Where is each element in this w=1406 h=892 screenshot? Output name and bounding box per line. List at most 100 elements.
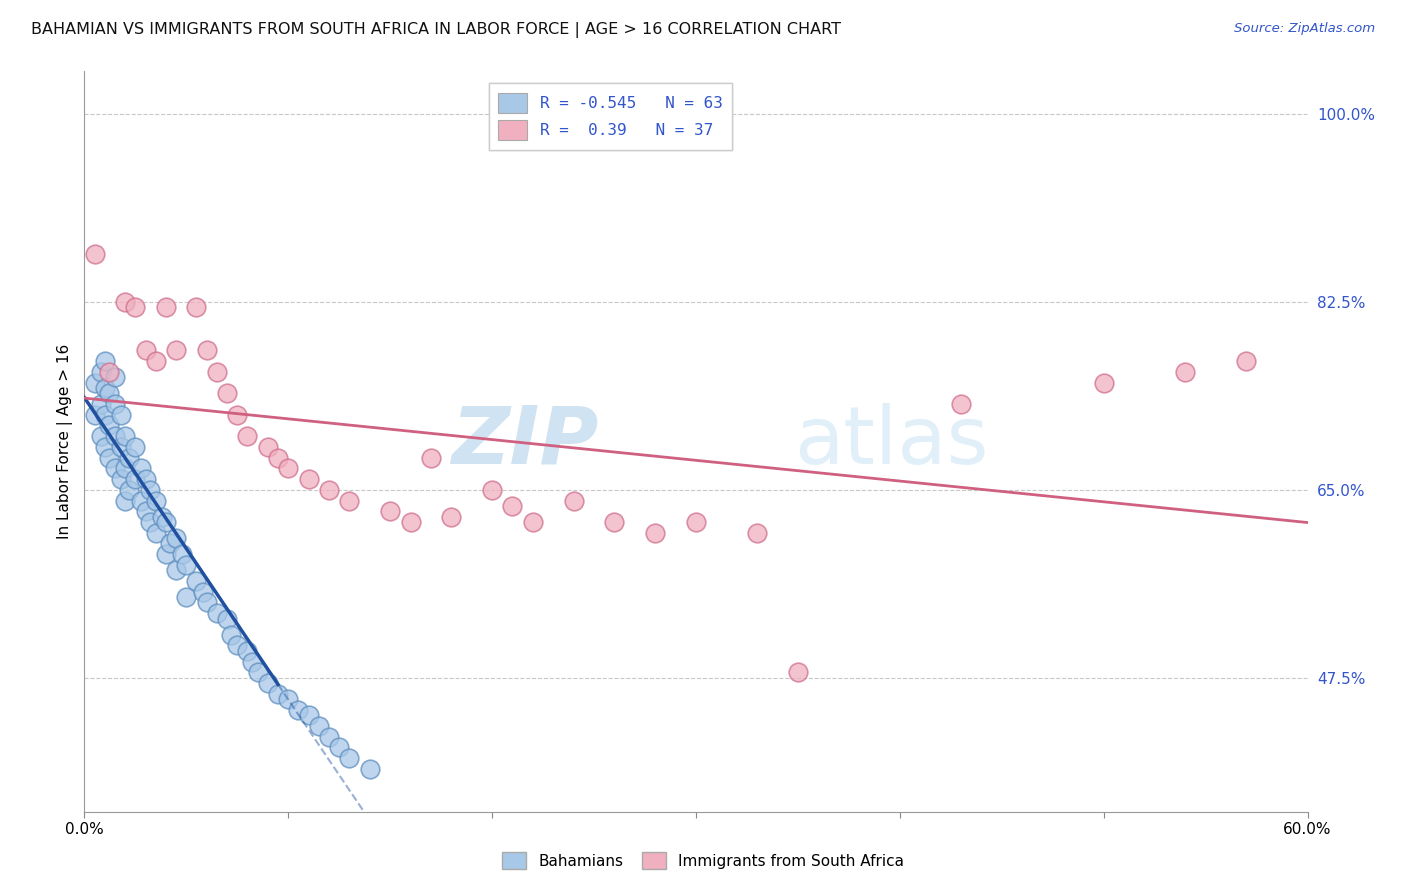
Legend: Bahamians, Immigrants from South Africa: Bahamians, Immigrants from South Africa: [495, 846, 911, 875]
Point: [240, 655, 263, 669]
Point: [191, 584, 214, 599]
Point: [110, 408, 132, 422]
Point: [257, 440, 280, 454]
Point: [114, 493, 136, 508]
Point: [174, 590, 197, 604]
Point: [165, 563, 187, 577]
Point: [1174, 365, 1197, 379]
Point: [124, 301, 146, 315]
Point: [114, 429, 136, 443]
Point: [267, 450, 290, 465]
Legend: R = -0.545   N = 63, R =  0.39   N = 37: R = -0.545 N = 63, R = 0.39 N = 37: [488, 83, 733, 150]
Point: [339, 751, 361, 765]
Point: [110, 472, 132, 486]
Point: [145, 525, 167, 540]
Point: [277, 461, 299, 475]
Point: [502, 499, 524, 513]
Y-axis label: In Labor Force | Age > 16: In Labor Force | Age > 16: [58, 344, 73, 539]
Point: [359, 762, 381, 776]
Point: [110, 440, 132, 454]
Point: [97, 418, 120, 433]
Point: [155, 547, 177, 561]
Point: [93, 440, 115, 454]
Point: [217, 611, 239, 625]
Point: [90, 397, 112, 411]
Point: [135, 343, 157, 358]
Point: [562, 493, 585, 508]
Point: [104, 370, 127, 384]
Point: [135, 504, 157, 518]
Point: [97, 386, 120, 401]
Point: [135, 472, 157, 486]
Point: [172, 547, 194, 561]
Point: [131, 461, 153, 475]
Point: [420, 450, 443, 465]
Point: [93, 381, 115, 395]
Point: [236, 429, 259, 443]
Point: [124, 440, 146, 454]
Text: ZIP: ZIP: [451, 402, 598, 481]
Point: [93, 354, 115, 368]
Point: [257, 676, 280, 690]
Point: [174, 558, 197, 572]
Point: [205, 365, 228, 379]
Point: [83, 246, 105, 260]
Point: [118, 483, 141, 497]
Point: [186, 301, 208, 315]
Point: [195, 595, 218, 609]
Point: [246, 665, 269, 680]
Point: [90, 429, 112, 443]
Point: [318, 483, 340, 497]
Point: [124, 472, 146, 486]
Point: [298, 708, 321, 723]
Point: [93, 408, 115, 422]
Point: [685, 515, 707, 529]
Point: [165, 531, 187, 545]
Point: [481, 483, 503, 497]
Point: [1236, 354, 1258, 368]
Point: [219, 628, 242, 642]
Point: [1092, 376, 1115, 390]
Point: [399, 515, 422, 529]
Text: Source: ZipAtlas.com: Source: ZipAtlas.com: [1234, 22, 1375, 36]
Point: [267, 687, 290, 701]
Point: [318, 730, 340, 744]
Point: [747, 525, 769, 540]
Point: [118, 450, 141, 465]
Text: atlas: atlas: [794, 402, 988, 481]
Point: [97, 450, 120, 465]
Text: BAHAMIAN VS IMMIGRANTS FROM SOUTH AFRICA IN LABOR FORCE | AGE > 16 CORRELATION C: BAHAMIAN VS IMMIGRANTS FROM SOUTH AFRICA…: [31, 22, 841, 38]
Point: [114, 295, 136, 310]
Point: [155, 301, 177, 315]
Point: [145, 354, 167, 368]
Point: [150, 509, 173, 524]
Point: [97, 365, 120, 379]
Point: [165, 343, 187, 358]
Point: [104, 461, 127, 475]
Point: [226, 639, 249, 653]
Point: [787, 665, 810, 680]
Point: [603, 515, 626, 529]
Point: [159, 536, 181, 550]
Point: [83, 376, 105, 390]
Point: [644, 525, 666, 540]
Point: [131, 493, 153, 508]
Point: [83, 408, 105, 422]
Point: [104, 397, 127, 411]
Point: [328, 740, 350, 755]
Point: [138, 515, 160, 529]
Point: [114, 461, 136, 475]
Point: [90, 365, 112, 379]
Point: [339, 493, 361, 508]
Point: [138, 483, 160, 497]
Point: [217, 386, 239, 401]
Point: [186, 574, 208, 588]
Point: [145, 493, 167, 508]
Point: [308, 719, 330, 733]
Point: [155, 515, 177, 529]
Point: [950, 397, 973, 411]
Point: [522, 515, 544, 529]
Point: [298, 472, 321, 486]
Point: [226, 408, 249, 422]
Point: [104, 429, 127, 443]
